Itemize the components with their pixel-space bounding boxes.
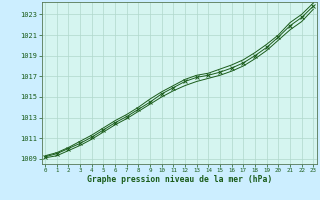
X-axis label: Graphe pression niveau de la mer (hPa): Graphe pression niveau de la mer (hPa) <box>87 175 272 184</box>
